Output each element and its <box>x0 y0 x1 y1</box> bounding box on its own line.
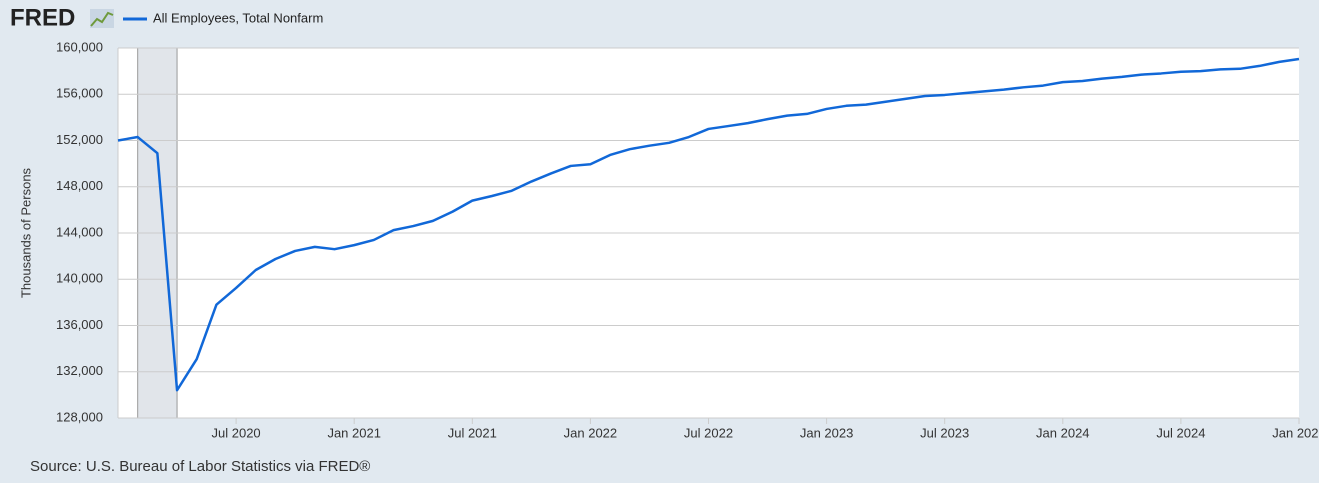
y-tick-label: 140,000 <box>56 271 103 286</box>
y-tick-label: 128,000 <box>56 409 103 424</box>
x-tick-label: Jul 2020 <box>212 425 261 440</box>
y-tick-label: 156,000 <box>56 86 103 101</box>
x-tick-label: Jan 2024 <box>1036 425 1090 440</box>
logo: FRED <box>10 4 75 31</box>
x-tick-label: Jul 2024 <box>1156 425 1205 440</box>
x-tick-label: Jul 2023 <box>920 425 969 440</box>
y-tick-label: 132,000 <box>56 363 103 378</box>
y-tick-label: 144,000 <box>56 224 103 239</box>
y-axis-label: Thousands of Persons <box>18 167 33 298</box>
y-tick-label: 160,000 <box>56 39 103 54</box>
x-tick-label: Jul 2022 <box>684 425 733 440</box>
y-tick-label: 148,000 <box>56 178 103 193</box>
x-tick-label: Jul 2021 <box>448 425 497 440</box>
x-tick-label: Jan 2021 <box>327 425 381 440</box>
logo-icon <box>90 9 114 28</box>
source: Source: U.S. Bureau of Labor Statistics … <box>30 458 370 475</box>
y-tick-label: 136,000 <box>56 317 103 332</box>
y-tick-label: 152,000 <box>56 132 103 147</box>
legend-label: All Employees, Total Nonfarm <box>153 10 323 25</box>
x-tick-label: Jan 2022 <box>564 425 618 440</box>
x-tick-label: Jan 2023 <box>800 425 854 440</box>
series-line <box>117 57 1300 392</box>
x-tick-label: Jan 2025 <box>1272 425 1319 440</box>
